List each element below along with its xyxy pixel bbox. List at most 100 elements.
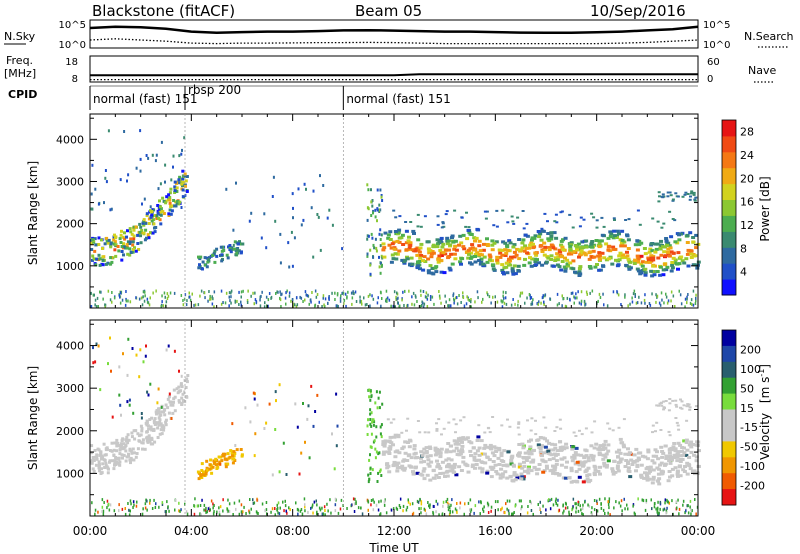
power-mark <box>549 254 554 258</box>
velocity-mark <box>208 463 212 467</box>
power-mark <box>229 250 233 254</box>
velocity-mark <box>593 468 598 472</box>
velocity-mark <box>501 506 503 510</box>
power-mark <box>477 259 481 262</box>
velocity-mark <box>387 446 392 450</box>
power-mark <box>620 256 625 260</box>
velocity-mark <box>543 460 548 464</box>
power-mark <box>667 244 672 248</box>
power-mark <box>367 234 370 238</box>
colorbar-swatch <box>722 183 736 200</box>
velocity-mark <box>575 502 577 506</box>
velocity-mark <box>263 427 266 430</box>
velocity-mark <box>177 400 181 404</box>
power-mark <box>105 236 109 240</box>
power-mark <box>655 293 657 297</box>
power-mark <box>172 165 174 169</box>
power-mark <box>379 238 382 241</box>
velocity-mark <box>675 472 680 476</box>
power-mark <box>511 220 515 223</box>
power-mark <box>651 256 656 260</box>
velocity-mark <box>622 418 626 421</box>
power-mark <box>234 253 238 257</box>
velocity-mark <box>100 471 104 475</box>
power-colorbar-tick: 8 <box>740 242 747 255</box>
power-mark <box>616 290 618 294</box>
velocity-mark <box>568 513 570 517</box>
velocity-mark <box>680 400 684 403</box>
velocity-mark <box>539 500 541 504</box>
power-mark <box>403 304 405 307</box>
power-mark <box>584 302 587 306</box>
velocity-mark <box>295 501 297 505</box>
velocity-mark <box>664 400 668 402</box>
velocity-mark <box>388 435 393 439</box>
power-mark <box>476 290 479 294</box>
power-mark <box>354 290 357 294</box>
velocity-mark <box>523 451 528 455</box>
power-mark <box>633 258 638 262</box>
power-mark <box>445 236 450 240</box>
power-mark <box>426 247 431 251</box>
power-mark <box>549 237 554 241</box>
velocity-mark <box>157 411 161 415</box>
velocity-mark <box>609 513 611 517</box>
power-mark <box>296 296 298 300</box>
power-mark <box>579 216 583 219</box>
velocity-mark <box>675 405 679 408</box>
velocity-mark <box>658 463 663 467</box>
power-mark <box>437 240 442 244</box>
power-mark <box>377 296 379 300</box>
power-mark <box>470 305 472 309</box>
velocity-mark <box>445 500 447 504</box>
power-mark <box>389 246 394 250</box>
velocity-mark <box>470 508 473 512</box>
velocity-mark <box>170 417 173 420</box>
velocity-mark <box>586 479 591 483</box>
power-mark <box>315 295 318 299</box>
velocity-mark <box>540 458 545 462</box>
velocity-mark <box>558 446 563 450</box>
velocity-mark <box>308 456 311 460</box>
noise-sky-line <box>89 25 699 35</box>
velocity-mark <box>488 431 492 434</box>
velocity-mark <box>278 470 281 474</box>
velocity-mark <box>391 443 395 447</box>
power-mark <box>376 188 379 192</box>
power-mark <box>565 262 570 266</box>
power-mark <box>595 263 599 266</box>
power-mark <box>259 298 261 302</box>
velocity-mark <box>139 424 143 428</box>
power-mark <box>473 239 477 243</box>
velocity-mark <box>220 459 224 463</box>
power-mark <box>477 239 482 243</box>
power-mark <box>470 243 475 247</box>
velocity-mark <box>575 480 580 484</box>
power-mark <box>411 229 416 233</box>
power-mark <box>577 274 582 277</box>
velocity-mark <box>547 458 552 462</box>
velocity-mark <box>438 513 440 517</box>
velocity-mark <box>558 440 562 444</box>
power-mark <box>448 268 453 272</box>
velocity-mark <box>485 469 490 473</box>
velocity-mark <box>240 454 244 458</box>
power-mark <box>272 175 275 179</box>
power-mark <box>684 297 687 301</box>
velocity-mark <box>209 508 211 512</box>
velocity-mark <box>646 448 651 452</box>
power-mark <box>446 239 451 243</box>
power-mark <box>644 301 646 305</box>
power-mark <box>696 260 701 264</box>
power-mark <box>665 292 667 296</box>
power-mark <box>453 239 458 243</box>
velocity-mark <box>676 506 678 510</box>
velocity-mark <box>505 476 510 480</box>
power-mark <box>498 251 503 255</box>
velocity-mark <box>377 471 380 475</box>
velocity-mark <box>149 425 153 429</box>
velocity-mark <box>370 445 373 449</box>
velocity-mark <box>334 509 337 513</box>
power-mark <box>694 246 699 250</box>
power-mark <box>477 296 479 300</box>
